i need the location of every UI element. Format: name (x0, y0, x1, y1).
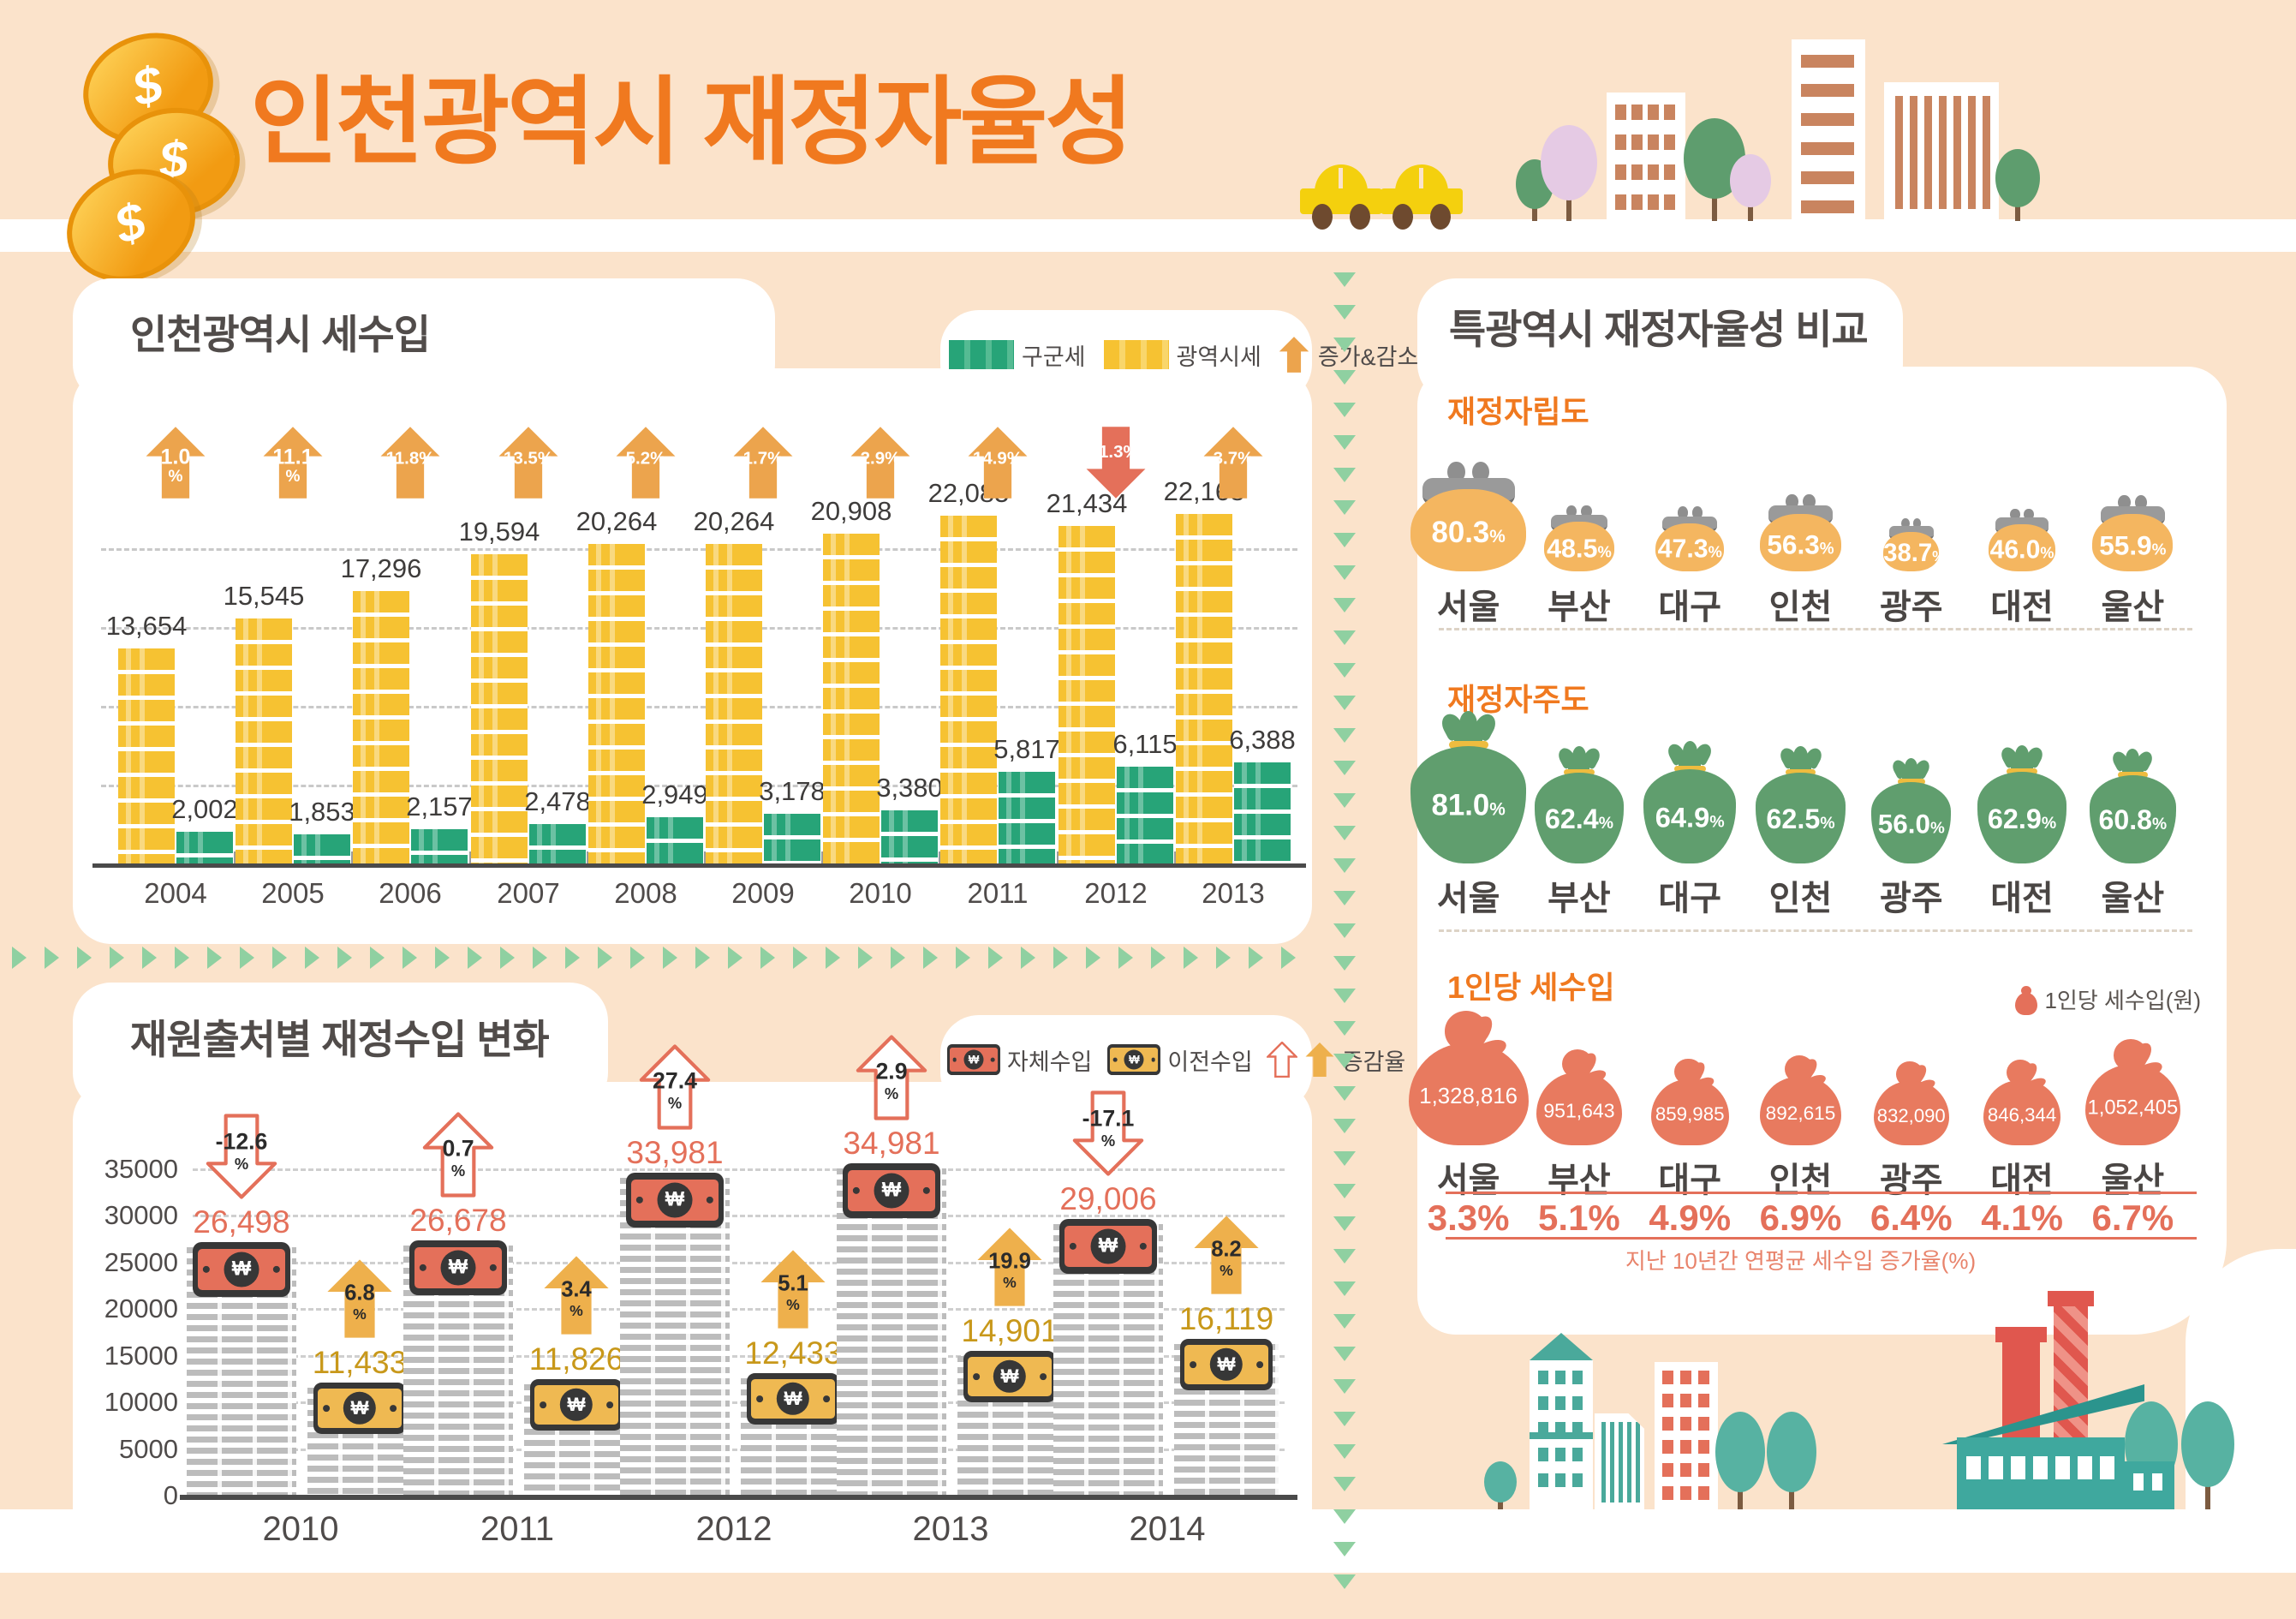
window (1648, 194, 1659, 210)
growth-filled-arrow-icon (1304, 1042, 1335, 1078)
growth-arrow-icon (1278, 336, 1310, 373)
tree-icon (1541, 125, 1597, 200)
growth-outline-arrow-icon (1265, 1041, 1299, 1078)
car-icon (1300, 164, 1382, 230)
green-chevron-down-icon (1333, 1509, 1356, 1524)
legend-label: 이전수입 (1167, 1048, 1253, 1075)
revenue-change-panel (73, 1082, 1312, 1569)
window-stripe (1910, 96, 1917, 209)
window (1631, 105, 1643, 120)
banknote-circle: ₩ (1124, 1049, 1144, 1070)
building-grid-icon (1607, 93, 1685, 221)
banknote-dot (1151, 1057, 1156, 1062)
header: $ $ $ 인천광역시 재정자율성 (0, 0, 2296, 302)
window-stripe (1953, 96, 1961, 209)
revenue-change-legend: ₩ 자체수입 ₩ 이전수입 증감율 (947, 1041, 1406, 1078)
window (1648, 134, 1659, 150)
window-stripe (1939, 96, 1947, 209)
mini-banknote: ₩ (1107, 1044, 1161, 1075)
banknote-dot (990, 1057, 995, 1062)
car-wheel (1430, 204, 1451, 230)
window-bar (1801, 200, 1854, 213)
legend-label: 자체수입 (1007, 1048, 1093, 1075)
tree-trunk (1566, 188, 1571, 221)
green-chevron-down-icon (1333, 1542, 1356, 1556)
transfer-revenue-legend-icon: ₩ (1107, 1044, 1161, 1075)
window-stripe (1968, 96, 1976, 209)
window-bar (1801, 84, 1854, 97)
mini-banknote: ₩ (947, 1044, 1000, 1075)
window-stripe (1983, 96, 1990, 209)
tax-revenue-legend: 구군세 광역시세 증가&감소율 (949, 336, 1440, 373)
legend-label: 증감율 (1341, 1048, 1406, 1075)
window (1664, 105, 1675, 120)
window (1648, 164, 1659, 180)
footer-band (0, 1573, 2296, 1619)
tree-icon (1730, 154, 1771, 207)
window-stripe (1895, 96, 1903, 209)
window-bar (1801, 113, 1854, 126)
revenue-change-panel-title: 재원출처별 재정수입 변화 (130, 1017, 550, 1062)
window-bar (1801, 55, 1854, 68)
tax-revenue-panel-title: 인천광역시 세수입 (130, 312, 431, 357)
car-wheel (1393, 204, 1413, 230)
window-bar (1801, 142, 1854, 155)
building-stripes-icon (1884, 82, 1999, 221)
banknote-dot (1112, 1057, 1118, 1062)
window (1664, 194, 1675, 210)
legend-label: 구군세 (1022, 344, 1086, 370)
window (1615, 164, 1626, 180)
coin-stack-icon: $ $ $ (0, 0, 257, 302)
window (1631, 134, 1643, 150)
city-decoration (1267, 0, 2296, 252)
window (1615, 194, 1626, 210)
metropolitan-tax-legend-swatch (1103, 340, 1169, 369)
car-window-line (1419, 168, 1423, 190)
window (1664, 164, 1675, 180)
building-bars-icon (1792, 39, 1865, 221)
car-wheel (1312, 204, 1333, 230)
window-stripe (1924, 96, 1932, 209)
tax-revenue-panel (73, 368, 1312, 944)
window (1648, 105, 1659, 120)
tree-trunk (2015, 195, 2020, 221)
comparison-panel-title: 특광역시 재정자율성 비교 (1449, 307, 1869, 352)
window (1631, 194, 1643, 210)
banknote-dot (952, 1057, 957, 1062)
tree-trunk (1712, 187, 1717, 221)
legend-label: 광역시세 (1176, 344, 1261, 370)
window (1631, 164, 1643, 180)
comparison-panel (1417, 367, 2227, 1335)
tree-icon (1995, 149, 2040, 207)
tree-trunk (1532, 197, 1537, 221)
window-bar (1801, 171, 1854, 184)
car-icon (1381, 164, 1463, 230)
car-wheel (1350, 204, 1370, 230)
window (1615, 134, 1626, 150)
page-title: 인천광역시 재정자율성 (250, 69, 1134, 176)
own-revenue-legend-icon: ₩ (947, 1044, 1000, 1075)
district-tax-legend-swatch (949, 340, 1014, 369)
dollar-sign: $ (108, 191, 152, 255)
banknote-circle: ₩ (963, 1049, 984, 1070)
window (1664, 134, 1675, 150)
window (1615, 105, 1626, 120)
car-window-line (1339, 168, 1343, 190)
tree-trunk (1748, 195, 1753, 221)
